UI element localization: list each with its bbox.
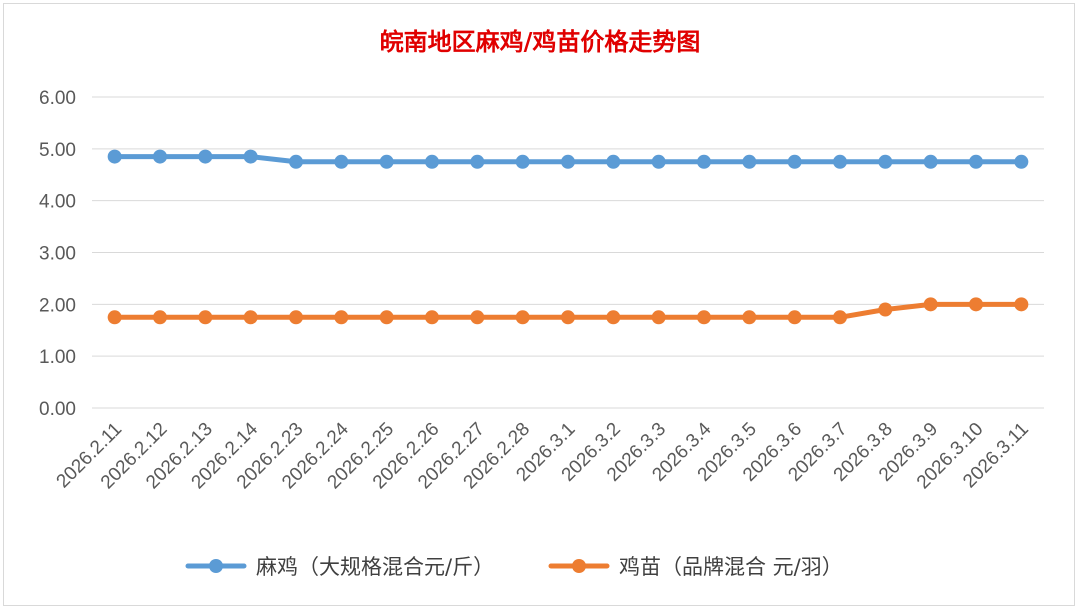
y-tick-label: 0.00: [39, 399, 76, 420]
data-point: [334, 154, 349, 169]
y-tick-label: 2.00: [39, 295, 76, 316]
data-point: [198, 149, 213, 164]
data-point: [697, 154, 711, 169]
chart-title: 皖南地区麻鸡/鸡苗价格走势图: [380, 27, 701, 56]
data-point: [697, 310, 711, 325]
data-point: [515, 154, 530, 169]
series-2: [107, 297, 1029, 325]
y-tick-label: 3.00: [39, 244, 76, 265]
data-point: [833, 154, 847, 169]
data-point: [425, 154, 439, 169]
data-point: [651, 310, 666, 325]
data-point: [289, 310, 303, 325]
data-point: [425, 310, 439, 325]
data-point: [878, 302, 893, 317]
legend-label: 鸡苗（品牌混合 元/羽）: [619, 555, 843, 579]
data-point: [878, 154, 893, 169]
data-point: [742, 310, 757, 325]
data-point: [334, 310, 349, 325]
grid-lines: [92, 96, 1044, 409]
data-point: [561, 310, 575, 325]
data-point: [289, 154, 303, 169]
series-layer: [107, 149, 1029, 325]
data-point: [787, 310, 802, 325]
legend-swatch-marker: [209, 559, 223, 573]
legend-label: 麻鸡（大规格混合元/斤）: [256, 555, 494, 579]
data-point: [923, 297, 938, 312]
y-tick-label: 5.00: [39, 140, 76, 161]
data-point: [470, 154, 485, 169]
data-point: [198, 310, 213, 325]
data-point: [923, 154, 938, 169]
data-point: [107, 310, 122, 325]
data-point: [107, 149, 122, 164]
data-point: [651, 154, 666, 169]
y-axis-ticks: 0.00 1.00 2.00 3.00 4.00 5.00 6.00: [39, 88, 76, 420]
legend-swatch-marker: [572, 559, 586, 573]
data-point: [379, 310, 394, 325]
legend: 麻鸡（大规格混合元/斤） 鸡苗（品牌混合 元/羽）: [185, 555, 843, 579]
data-point: [243, 149, 258, 164]
y-tick-label: 4.00: [39, 192, 76, 213]
x-axis-ticks: 2026.2.112026.2.122026.2.132026.2.142026…: [53, 418, 1033, 493]
data-point: [606, 154, 621, 169]
y-tick-label: 1.00: [39, 347, 76, 368]
data-point: [470, 310, 485, 325]
data-point: [787, 154, 802, 169]
data-point: [1014, 297, 1029, 312]
data-point: [1014, 154, 1029, 169]
data-point: [561, 154, 575, 169]
data-point: [969, 154, 983, 169]
series-1: [107, 149, 1029, 169]
legend-item: 鸡苗（品牌混合 元/羽）: [548, 555, 843, 579]
data-point: [606, 310, 621, 325]
data-point: [243, 310, 258, 325]
data-point: [153, 149, 167, 164]
data-point: [969, 297, 983, 312]
data-point: [153, 310, 167, 325]
data-point: [833, 310, 847, 325]
data-point: [515, 310, 530, 325]
data-point: [379, 154, 394, 169]
y-tick-label: 6.00: [39, 88, 76, 109]
legend-item: 麻鸡（大规格混合元/斤）: [185, 555, 494, 579]
data-point: [742, 154, 757, 169]
